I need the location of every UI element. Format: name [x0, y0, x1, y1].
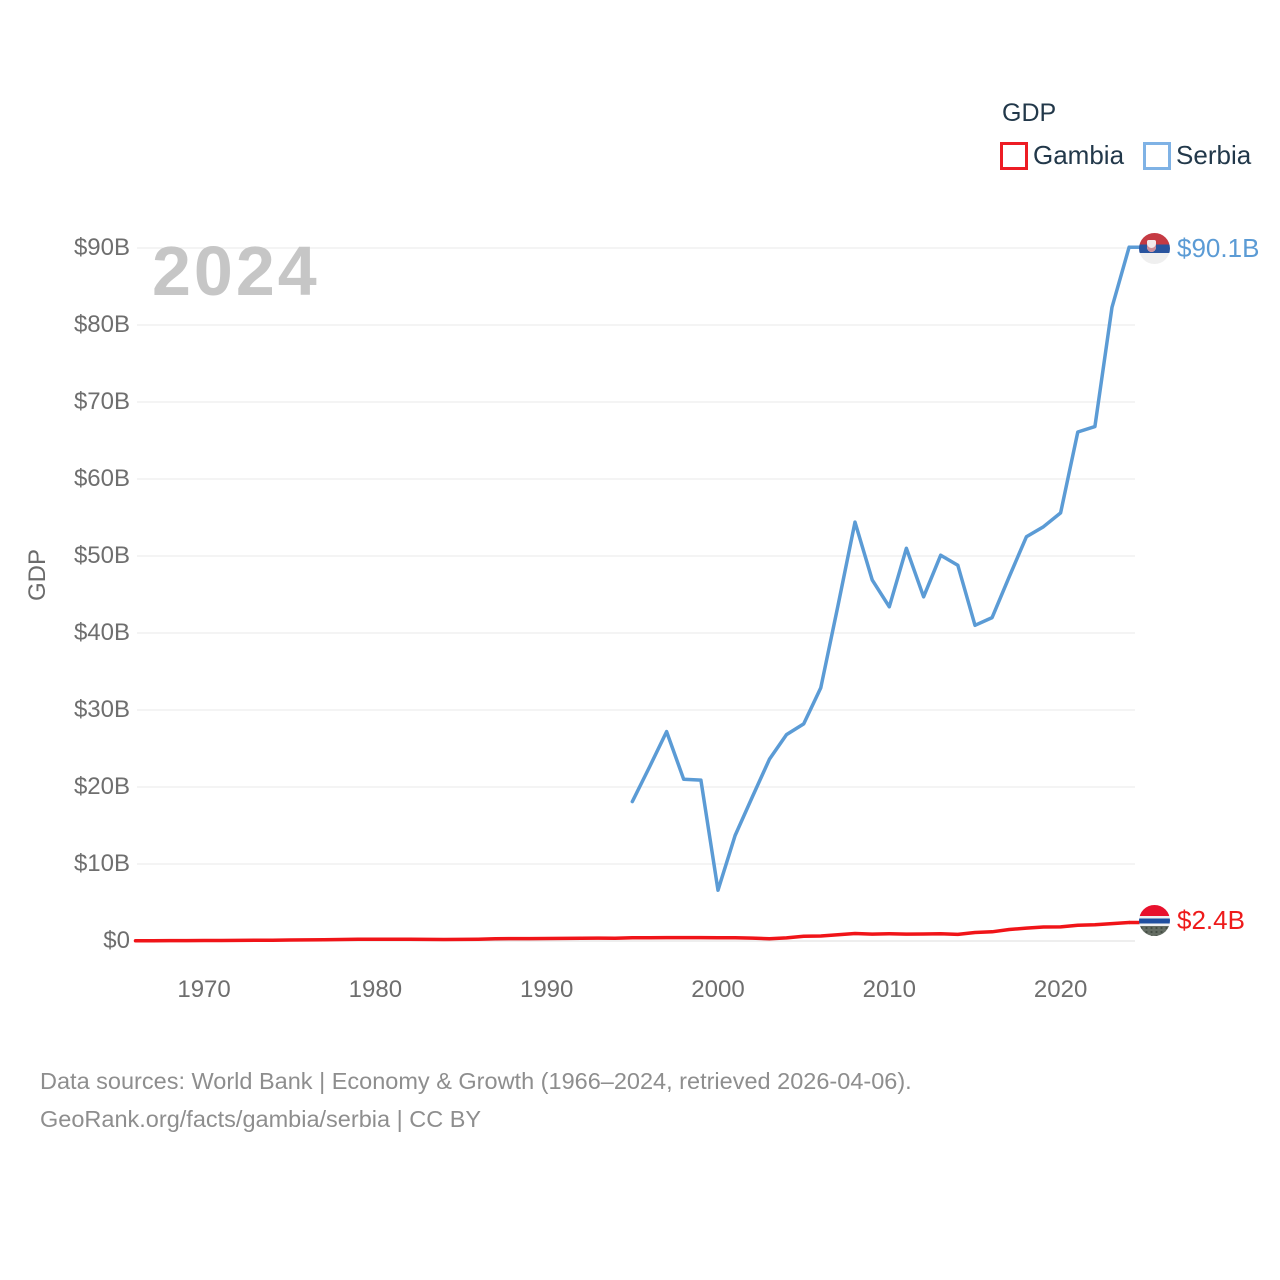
x-tick-label: 1980: [348, 976, 403, 1003]
y-tick-label: $90B: [73, 234, 130, 261]
x-tick-label: 2000: [691, 976, 745, 1003]
y-tick-label: $10B: [73, 850, 130, 877]
y-axis-tick-labels: $0 $10B $20B $30B $40B $50B $60B $70B $80B $90B: [30, 0, 130, 1280]
gambia-end-label: $2.4B: [1139, 905, 1245, 936]
y-tick-label: $0: [103, 927, 130, 954]
series-line-gambia[interactable]: [133, 920, 1131, 943]
y-tick-label: $60B: [73, 465, 130, 492]
footer-attribution-line: GeoRank.org/facts/gambia/serbia | CC BY: [40, 1106, 482, 1132]
y-tick-label: $30B: [73, 696, 130, 723]
legend-item-gambia[interactable]: Gambia: [1000, 140, 1124, 171]
y-tick-label: $20B: [73, 773, 130, 800]
x-tick-label: 1990: [519, 976, 574, 1003]
legend-title: GDP: [1002, 99, 1057, 127]
legend-item-serbia[interactable]: Serbia: [1143, 140, 1251, 171]
x-tick-label: 2010: [862, 976, 916, 1003]
footer: Data sources: World Bank | Economy & Gro…: [40, 1062, 912, 1138]
gambia-end-value: $2.4B: [1177, 905, 1245, 935]
legend-items: Gambia Serbia: [1000, 140, 1251, 171]
y-tick-label: $40B: [73, 619, 130, 646]
legend: GDP Gambia Serbia: [1000, 99, 1251, 171]
gambia-flag-icon: [1139, 905, 1170, 936]
footer-source-line: Data sources: World Bank | Economy & Gro…: [40, 1068, 912, 1094]
y-tick-label: $50B: [73, 542, 130, 569]
serbia-end-value: $90.1B: [1177, 233, 1260, 263]
legend-item-label: Gambia: [1033, 140, 1125, 170]
y-tick-label: $80B: [73, 311, 130, 338]
serbia-flag-icon: [1139, 233, 1170, 264]
y-tick-label: $70B: [73, 388, 130, 415]
legend-item-label: Serbia: [1176, 140, 1252, 170]
serbia-end-label: $90.1B: [1139, 233, 1259, 264]
legend-swatch-icon: [1000, 141, 1028, 170]
year-watermark: 2024: [152, 232, 320, 310]
series-line-serbia[interactable]: [630, 245, 1131, 892]
x-axis-tick-labels: 1970 1980 1990 2000 2010 2020: [0, 976, 1280, 1006]
x-tick-label: 1970: [177, 976, 231, 1003]
x-tick-label: 2020: [1033, 976, 1088, 1003]
legend-swatch-icon: [1143, 141, 1172, 170]
